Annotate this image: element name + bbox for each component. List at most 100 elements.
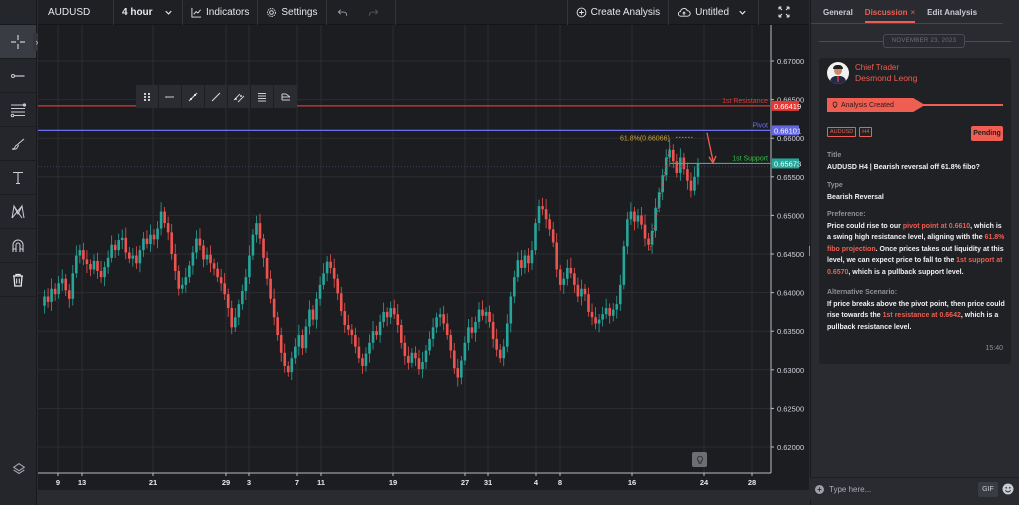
svg-text:16: 16 — [628, 478, 636, 487]
svg-text:9: 9 — [56, 478, 60, 487]
magnet-icon — [12, 239, 24, 252]
type-label: Type — [827, 182, 843, 189]
fib-lines-icon — [10, 102, 27, 117]
type-field: Type Bearish Reversal — [827, 180, 1005, 203]
svg-text:0.65000: 0.65000 — [777, 211, 804, 220]
tool-fib-lines[interactable] — [0, 93, 36, 127]
gif-button[interactable]: GIF — [978, 481, 998, 497]
fib-retracement-tool[interactable] — [251, 85, 274, 108]
ray-icon — [188, 92, 198, 101]
plus-icon: + — [817, 484, 822, 494]
svg-text:11: 11 — [317, 478, 325, 487]
parallel-channel-tool[interactable] — [228, 85, 251, 108]
undo-icon — [337, 8, 347, 16]
top-bar-spacer — [396, 0, 568, 25]
chart-top-bar: AUDUSD 4 hour Indicators Settings Create… — [38, 0, 809, 25]
tab-discussion[interactable]: Discussion × — [864, 8, 916, 23]
redo-button[interactable] — [358, 0, 396, 25]
drag-handle[interactable] — [136, 85, 159, 108]
horizontal-line-tool[interactable] — [159, 85, 182, 108]
svg-text:31: 31 — [484, 478, 492, 487]
svg-text:19: 19 — [389, 478, 397, 487]
floating-drawing-toolbar — [136, 85, 297, 108]
create-analysis-label: Create Analysis — [590, 6, 661, 18]
svg-text:27: 27 — [461, 478, 469, 487]
symbol-label: AUDUSD — [48, 6, 91, 18]
tag-badges: AUDUSD H4 — [827, 127, 873, 137]
sidebar-header — [0, 0, 36, 25]
chevron-down-icon — [739, 10, 746, 15]
symbol-selector[interactable]: AUDUSD — [38, 0, 114, 25]
ray-tool[interactable] — [182, 85, 205, 108]
indicators-button[interactable]: Indicators — [183, 0, 259, 25]
candlestick-chart[interactable]: 0.67000 0.66500 0.66000 0.65500 0.65000 0.645… — [38, 25, 809, 490]
fullscreen-button[interactable] — [759, 0, 809, 25]
close-tab-icon[interactable]: × — [910, 8, 916, 17]
svg-text:0.66500: 0.66500 — [777, 96, 804, 105]
tool-horizontal-ray[interactable] — [0, 59, 36, 93]
symbol-badge: AUDUSD — [827, 127, 857, 137]
pattern-icon — [11, 203, 25, 218]
status-badge[interactable]: Pending — [971, 126, 1003, 141]
author-role: Chief Trader — [855, 63, 900, 72]
expand-tools-button[interactable]: › — [33, 33, 41, 51]
svg-text:24: 24 — [700, 478, 709, 487]
tool-delete[interactable] — [0, 263, 36, 297]
gear-icon — [267, 7, 277, 17]
trend-line-tool[interactable] — [205, 85, 228, 108]
avatar[interactable] — [827, 62, 849, 84]
tool-crosshair[interactable]: › — [0, 25, 41, 59]
layers-button[interactable] — [0, 457, 37, 481]
preference-label: Preference: — [827, 211, 866, 218]
event-rule — [923, 104, 1003, 106]
timeframe-badge: H4 — [859, 127, 873, 137]
tab-general[interactable]: General — [823, 8, 853, 23]
title-value: AUDUSD H4 | Bearish reversal off 61.8% f… — [827, 163, 980, 171]
event-tag: Analysis Created — [827, 98, 1003, 112]
price-chart[interactable]: 0.67000 0.66500 0.66000 0.65500 0.65000 0.645… — [38, 25, 809, 490]
attach-button[interactable]: + — [815, 484, 824, 494]
svg-text:28: 28 — [748, 478, 756, 487]
emoji-icon[interactable] — [1002, 483, 1014, 495]
indicators-label: Indicators — [206, 6, 250, 18]
message-input[interactable] — [829, 484, 978, 494]
svg-text:1st Support: 1st Support — [732, 155, 768, 162]
tool-pattern[interactable] — [0, 195, 36, 229]
svg-text:0.63500: 0.63500 — [777, 327, 804, 336]
svg-text:1st Resistance: 1st Resistance — [722, 98, 768, 105]
tool-brush[interactable] — [0, 127, 36, 161]
alternative-field: Alternative Scenario: If price breaks ab… — [827, 287, 1005, 333]
undo-button[interactable] — [327, 0, 358, 25]
trash-icon — [13, 273, 23, 287]
author-block: Chief Trader Desmond Leong — [827, 62, 917, 84]
lightbulb-icon — [832, 101, 838, 108]
tab-label: Edit Analysis — [927, 8, 978, 17]
panel-tabs: General Discussion × Edit Analysis — [811, 0, 1003, 24]
tool-magnet[interactable] — [0, 229, 36, 263]
analysis-message-card: Chief Trader Desmond Leong Analysis Crea… — [819, 58, 1011, 364]
settings-button[interactable]: Settings — [258, 0, 327, 25]
svg-text:0.64000: 0.64000 — [777, 289, 804, 298]
tab-edit-analysis[interactable]: Edit Analysis — [927, 8, 977, 23]
indicators-icon — [191, 7, 202, 18]
chart-footer — [38, 490, 809, 505]
type-value: Bearish Reversal — [827, 193, 884, 201]
alternative-label: Alternative Scenario: — [827, 289, 898, 296]
layers-icon — [12, 463, 25, 475]
svg-text:Pivot: Pivot — [752, 122, 768, 129]
fib-extension-icon — [281, 93, 290, 100]
preference-text: Price could rise to our pivot point at 0… — [827, 222, 1005, 276]
fib-extension-tool[interactable] — [274, 85, 297, 108]
title-label: Title — [827, 152, 842, 159]
svg-text:29: 29 — [222, 478, 230, 487]
ideas-button[interactable] — [692, 452, 707, 467]
tab-label: General — [823, 8, 853, 17]
message-composer: + GIF — [810, 477, 1019, 500]
horizontal-line-icon — [165, 95, 174, 98]
svg-text:0.67000: 0.67000 — [777, 57, 804, 66]
lightbulb-icon — [696, 455, 703, 464]
layout-selector[interactable]: Untitled — [669, 0, 759, 25]
tool-text[interactable] — [0, 161, 36, 195]
interval-selector[interactable]: 4 hour — [114, 0, 183, 25]
create-analysis-button[interactable]: Create Analysis — [568, 0, 670, 25]
